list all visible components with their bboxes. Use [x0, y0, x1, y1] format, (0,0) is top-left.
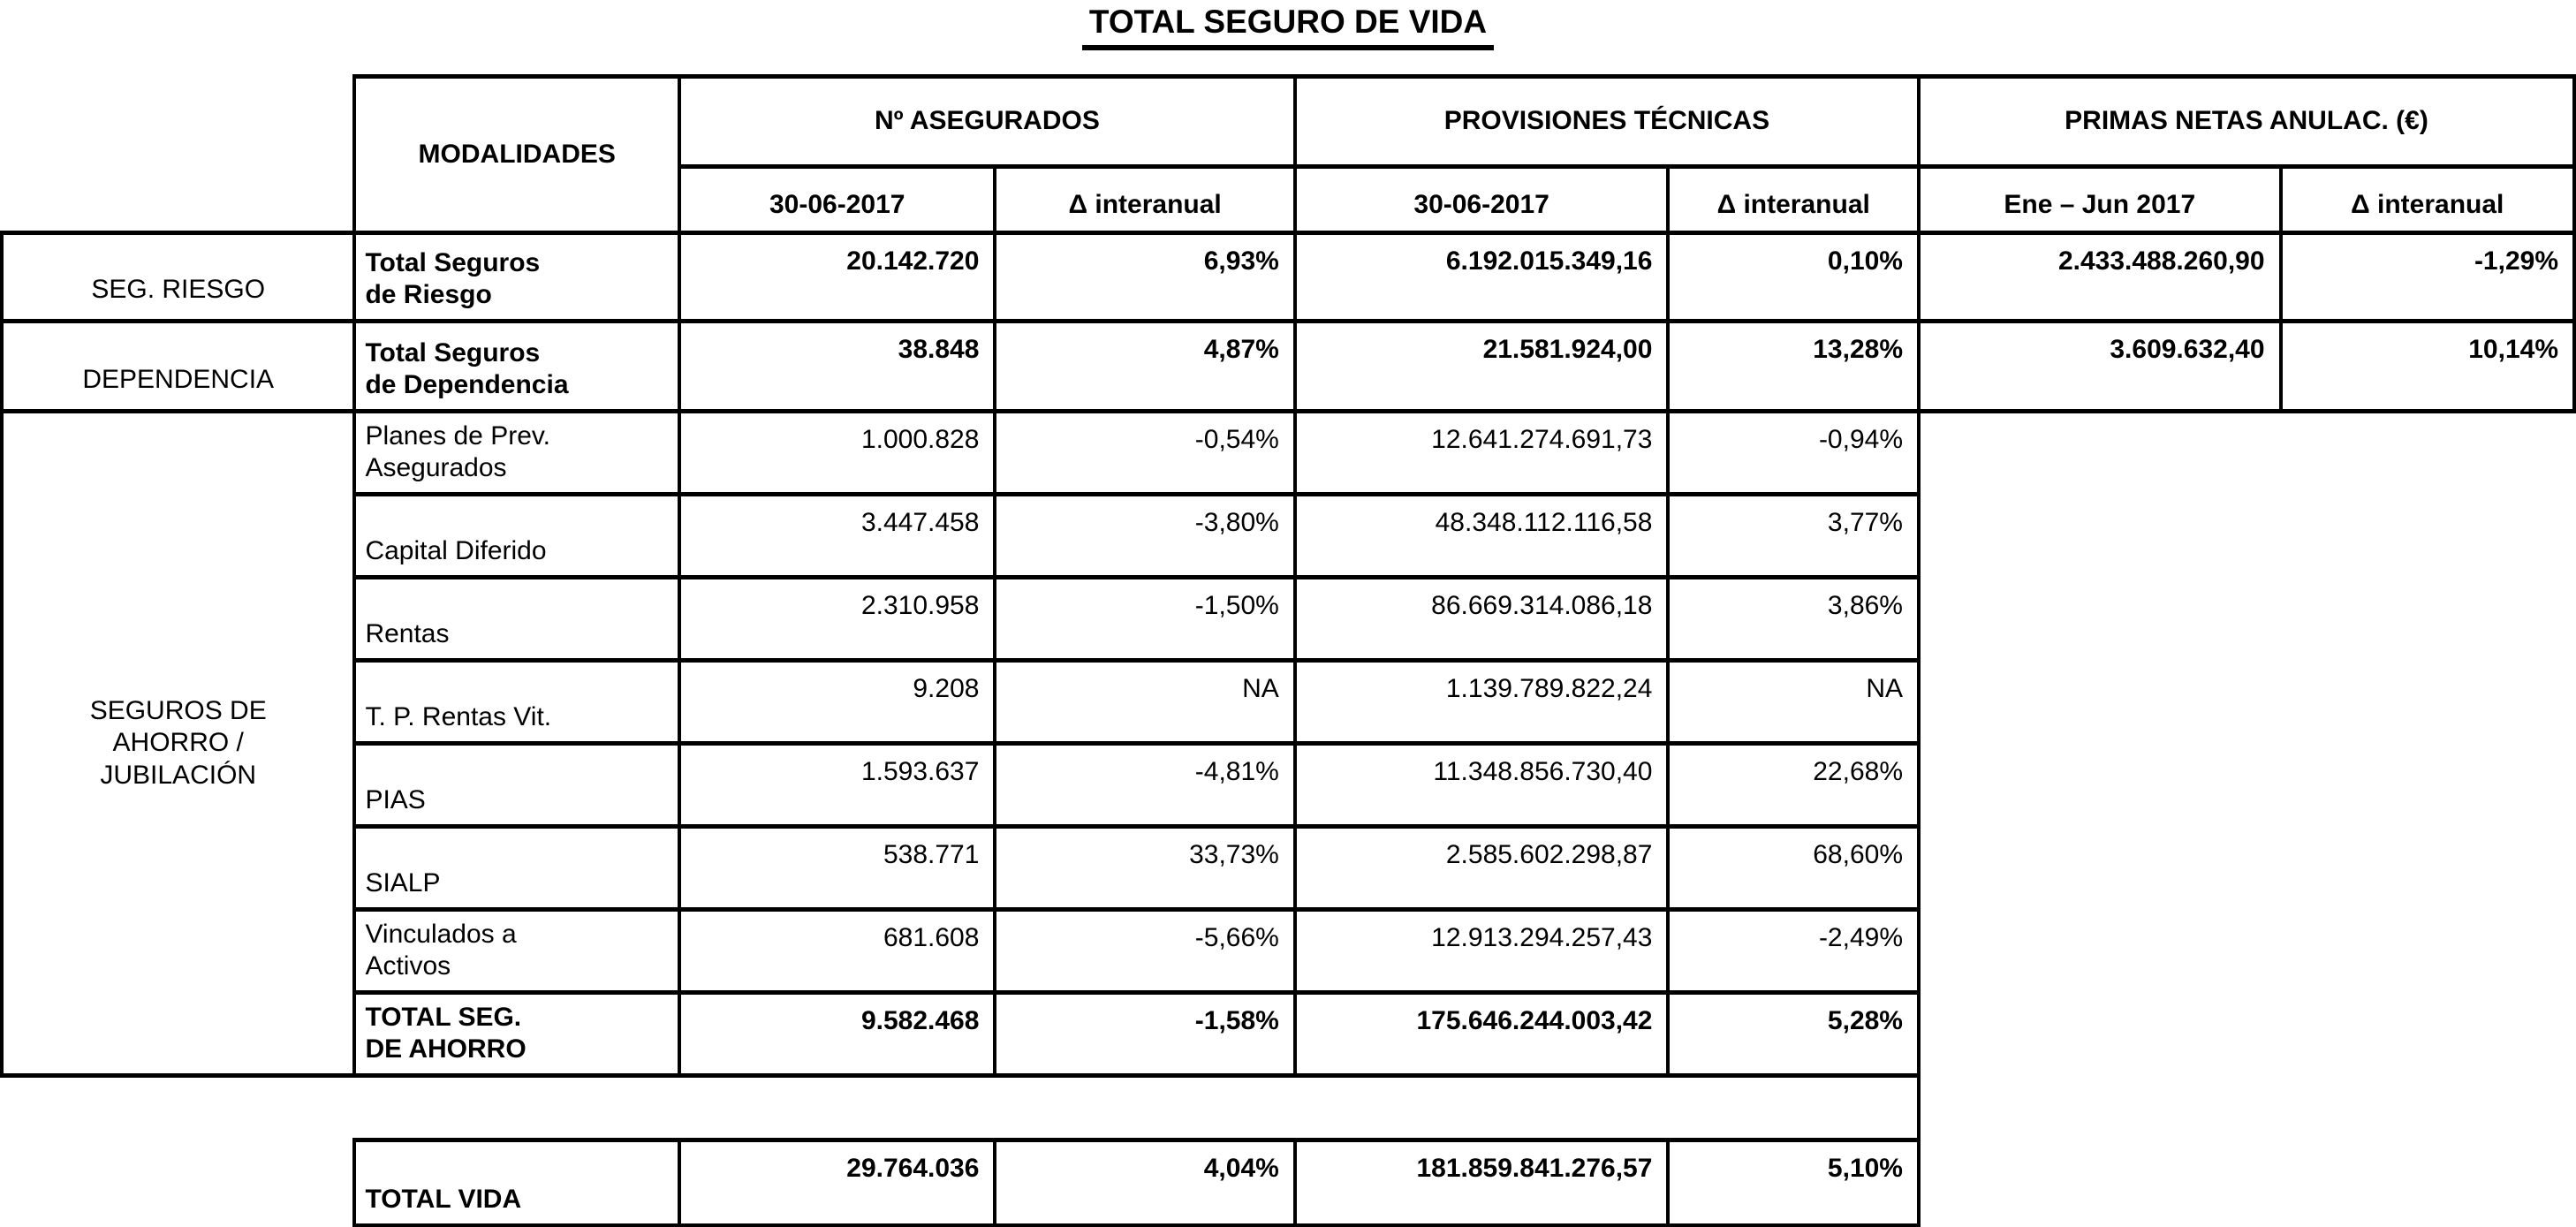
cell-primas-delta: -1,29% [2278, 231, 2576, 323]
cell-primas-delta: 10,14% [2278, 319, 2576, 413]
cell-provisiones-delta: 0,10% [1666, 231, 1921, 323]
table-row-capital-diferido: Capital Diferido 3.447.458 -3,80% 48.348… [2, 492, 2574, 579]
row-modalidad: SIALP [352, 824, 681, 912]
cell-asegurados: 9.582.468 [677, 990, 997, 1078]
cell-asegurados-delta: -4,81% [993, 741, 1297, 829]
cell-asegurados-delta: -0,54% [993, 409, 1297, 496]
header-row-groups: MODALIDADES Nº ASEGURADOS PROVISIONES TÉ… [2, 74, 2576, 235]
table-row-vinculados-activos: Vinculados a Activos 681.608 -5,66% 12.9… [2, 907, 2574, 995]
cell-provisiones: 2.585.602.298,87 [1292, 824, 1671, 912]
table-row-planes-prev: SEGUROS DE AHORRO / JUBILACIÓN Planes de… [0, 409, 2574, 1078]
row-group-label: SEG. RIESGO [0, 231, 357, 323]
row-modalidad: Total Seguros de Dependencia [352, 319, 681, 413]
row-modalidad: Planes de Prev. Asegurados [352, 409, 681, 496]
table-row-seg-riesgo: SEG. RIESGO Total Seguros de Riesgo 20.1… [0, 231, 2576, 323]
cell-asegurados-delta: -5,66% [993, 907, 1297, 995]
cell-provisiones: 175.646.244.003,42 [1292, 990, 1671, 1078]
cell-provisiones-delta: -2,49% [1666, 907, 1921, 995]
cell-provisiones: 12.641.274.691,73 [1292, 409, 1671, 496]
title-row: TOTAL SEGURO DE VIDA [0, 0, 2576, 74]
cell-asegurados-delta: -1,50% [993, 575, 1297, 663]
row-modalidad: TOTAL VIDA [352, 1138, 681, 1227]
subheader-provisiones-date: 30-06-2017 [1292, 164, 1671, 235]
cell-primas: 2.433.488.260,90 [1917, 231, 2283, 323]
table-row-total-seg-ahorro: TOTAL SEG. DE AHORRO 9.582.468 -1,58% 17… [2, 990, 2574, 1078]
row-modalidad: Capital Diferido [352, 492, 681, 579]
cell-provisiones-delta: 22,68% [1666, 741, 1921, 829]
cell-primas: 3.609.632,40 [1917, 319, 2283, 413]
cell-asegurados: 9.208 [677, 658, 997, 746]
cell-asegurados: 38.848 [677, 319, 997, 413]
cell-asegurados: 20.142.720 [677, 231, 997, 323]
table-row-dependencia: DEPENDENCIA Total Seguros de Dependencia… [0, 319, 2576, 413]
cell-provisiones-delta: 13,28% [1666, 319, 1921, 413]
page-title: TOTAL SEGURO DE VIDA [1081, 4, 1495, 50]
cell-provisiones: 6.192.015.349,16 [1292, 231, 1671, 323]
subheader-asegurados-date: 30-06-2017 [677, 164, 997, 235]
cell-provisiones-delta: 5,10% [1666, 1138, 1921, 1227]
cell-asegurados: 3.447.458 [677, 492, 997, 579]
cell-asegurados-delta: NA [993, 658, 1297, 746]
row-modalidad: T. P. Rentas Vit. [352, 658, 681, 746]
cell-provisiones-delta: 3,77% [1666, 492, 1921, 579]
cell-provisiones: 48.348.112.116,58 [1292, 492, 1671, 579]
row-group-label: DEPENDENCIA [0, 319, 357, 413]
row-modalidad: TOTAL SEG. DE AHORRO [352, 990, 681, 1078]
cell-asegurados: 1.593.637 [677, 741, 997, 829]
cell-provisiones: 11.348.856.730,40 [1292, 741, 1671, 829]
spacer-row [2, 1075, 2574, 1140]
cell-asegurados: 1.000.828 [677, 409, 997, 496]
table-row-sialp: SIALP 538.771 33,73% 2.585.602.298,87 68… [2, 824, 2574, 912]
cell-asegurados: 29.764.036 [677, 1138, 997, 1227]
cell-asegurados-delta: 4,04% [993, 1138, 1297, 1227]
row-modalidad: PIAS [352, 741, 681, 829]
cell-asegurados-delta: 6,93% [993, 231, 1297, 323]
cell-provisiones: 1.139.789.822,24 [1292, 658, 1671, 746]
header-group-provisiones: PROVISIONES TÉCNICAS [1292, 74, 1921, 169]
cell-asegurados: 2.310.958 [677, 575, 997, 663]
row-modalidad: Rentas [352, 575, 681, 663]
subheader-primas-period: Ene – Jun 2017 [1917, 164, 2283, 235]
cell-asegurados-delta: 33,73% [993, 824, 1297, 912]
header-left-spacer [2, 77, 354, 167]
cell-provisiones: 86.669.314.086,18 [1292, 575, 1671, 663]
subheader-primas-delta: Δ interanual [2278, 164, 2576, 235]
table-row-tp-rentas-vit: T. P. Rentas Vit. 9.208 NA 1.139.789.822… [2, 658, 2574, 746]
gap-vertical-line [1668, 1075, 1921, 1140]
header-group-asegurados: Nº ASEGURADOS [678, 74, 1297, 169]
cell-asegurados-delta: 4,87% [993, 319, 1297, 413]
cell-asegurados: 538.771 [677, 824, 997, 912]
cell-asegurados-delta: -3,80% [993, 492, 1297, 579]
header-left-spacer [2, 167, 354, 233]
table-row-pias: PIAS 1.593.637 -4,81% 11.348.856.730,40 … [2, 741, 2574, 829]
subheader-provisiones-delta: Δ interanual [1666, 164, 1921, 235]
row-group-label-ahorro: SEGUROS DE AHORRO / JUBILACIÓN [0, 409, 357, 1078]
cell-provisiones-delta: 3,86% [1666, 575, 1921, 663]
header-modalidades: MODALIDADES [352, 74, 681, 235]
cell-provisiones-delta: 5,28% [1666, 990, 1921, 1078]
header-group-primas: PRIMAS NETAS ANULAC. (€) [1917, 74, 2576, 169]
cell-provisiones-delta: -0,94% [1666, 409, 1921, 496]
cell-provisiones: 21.581.924,00 [1292, 319, 1671, 413]
table-row-rentas: Rentas 2.310.958 -1,50% 86.669.314.086,1… [2, 575, 2574, 663]
seguro-vida-table: MODALIDADES Nº ASEGURADOS PROVISIONES TÉ… [0, 74, 2576, 1227]
cell-provisiones-delta: NA [1666, 658, 1921, 746]
cell-asegurados-delta: -1,58% [993, 990, 1297, 1078]
cell-provisiones: 181.859.841.276,57 [1292, 1138, 1671, 1227]
row-modalidad: Total Seguros de Riesgo [352, 231, 681, 323]
cell-provisiones: 12.913.294.257,43 [1292, 907, 1671, 995]
subheader-asegurados-delta: Δ interanual [993, 164, 1297, 235]
row-modalidad: Vinculados a Activos [352, 907, 681, 995]
header-row-sub: 30-06-2017 Δ interanual 30-06-2017 Δ int… [2, 164, 2576, 235]
cell-asegurados: 681.608 [677, 907, 997, 995]
table-row-total-vida: TOTAL VIDA 29.764.036 4,04% 181.859.841.… [2, 1138, 2574, 1227]
cell-provisiones-delta: 68,60% [1666, 824, 1921, 912]
